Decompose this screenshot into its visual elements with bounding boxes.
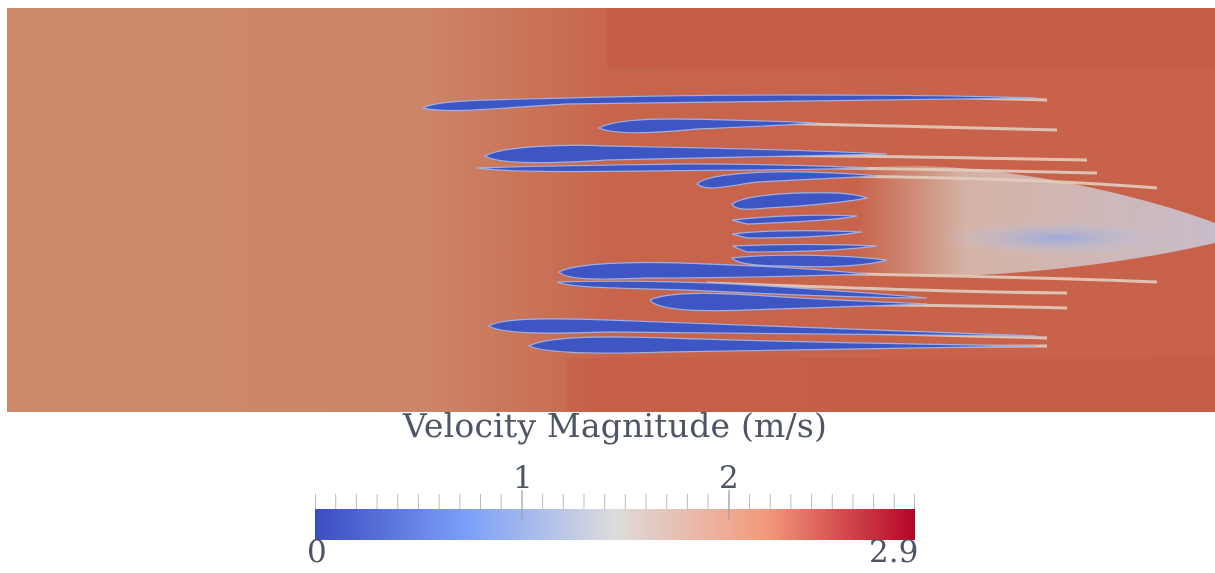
colorbar-tick-label: 2 <box>719 460 739 496</box>
colorbar-minor-ticks <box>315 494 915 509</box>
airfoil-blade <box>476 163 868 173</box>
colorbar-title: Velocity Magnitude (m/s) <box>402 406 828 445</box>
colorbar <box>315 490 915 540</box>
high-velocity-band <box>567 358 1215 412</box>
airfoil-blade <box>556 280 928 299</box>
airfoil-blade <box>558 261 868 280</box>
airfoil-blade <box>649 292 928 312</box>
airfoil-blade <box>483 144 888 164</box>
airfoil-blade <box>731 214 858 225</box>
high-velocity-band <box>607 8 1215 68</box>
colorbar-gradient <box>315 509 915 540</box>
colorbar-tick-label: 1 <box>513 460 533 496</box>
airfoil-blade <box>527 336 1038 354</box>
velocity-field-plot <box>7 8 1215 412</box>
airfoil-blade <box>731 243 878 253</box>
colorbar-max-label: 2.9 <box>869 534 919 570</box>
airfoil-blade <box>696 171 878 189</box>
airfoil-blade <box>730 254 888 268</box>
airfoil-blade <box>597 118 818 134</box>
airfoil-blades <box>421 94 1038 354</box>
airfoil-blade <box>731 192 870 210</box>
airfoil-blade <box>487 318 1038 337</box>
wake-core <box>937 220 1177 256</box>
airfoil-blade <box>731 230 863 239</box>
colorbar-min-label: 0 <box>307 534 327 570</box>
airfoil-blade <box>421 94 1038 112</box>
